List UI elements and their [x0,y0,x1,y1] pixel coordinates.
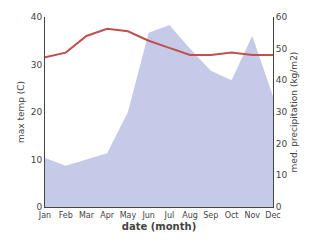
svg-text:Jun: Jun [141,211,155,220]
svg-text:10: 10 [31,155,43,165]
svg-text:50: 50 [276,44,288,54]
svg-text:max temp (C): max temp (C) [16,81,26,143]
svg-text:Jul: Jul [164,211,175,220]
svg-text:20: 20 [276,139,288,149]
svg-text:0: 0 [276,202,282,212]
svg-text:Apr: Apr [100,211,115,220]
svg-text:40: 40 [276,75,288,85]
svg-text:10: 10 [276,170,288,180]
svg-text:60: 60 [276,12,288,22]
svg-text:Feb: Feb [59,211,73,220]
svg-text:med. precipitation (kg/m2): med. precipitation (kg/m2) [289,52,299,173]
svg-text:Mar: Mar [79,211,95,220]
svg-text:Dec: Dec [265,211,280,220]
svg-text:40: 40 [31,12,43,22]
svg-text:Oct: Oct [225,211,239,220]
svg-text:0: 0 [36,202,42,212]
svg-text:May: May [120,211,137,220]
svg-text:Aug: Aug [182,211,198,220]
svg-text:30: 30 [276,107,288,117]
svg-text:30: 30 [31,60,43,70]
svg-text:20: 20 [31,107,43,117]
svg-text:Jan: Jan [38,211,51,220]
svg-text:Nov: Nov [244,211,260,220]
svg-text:Sep: Sep [203,211,218,220]
svg-text:date (month): date (month) [122,221,196,232]
